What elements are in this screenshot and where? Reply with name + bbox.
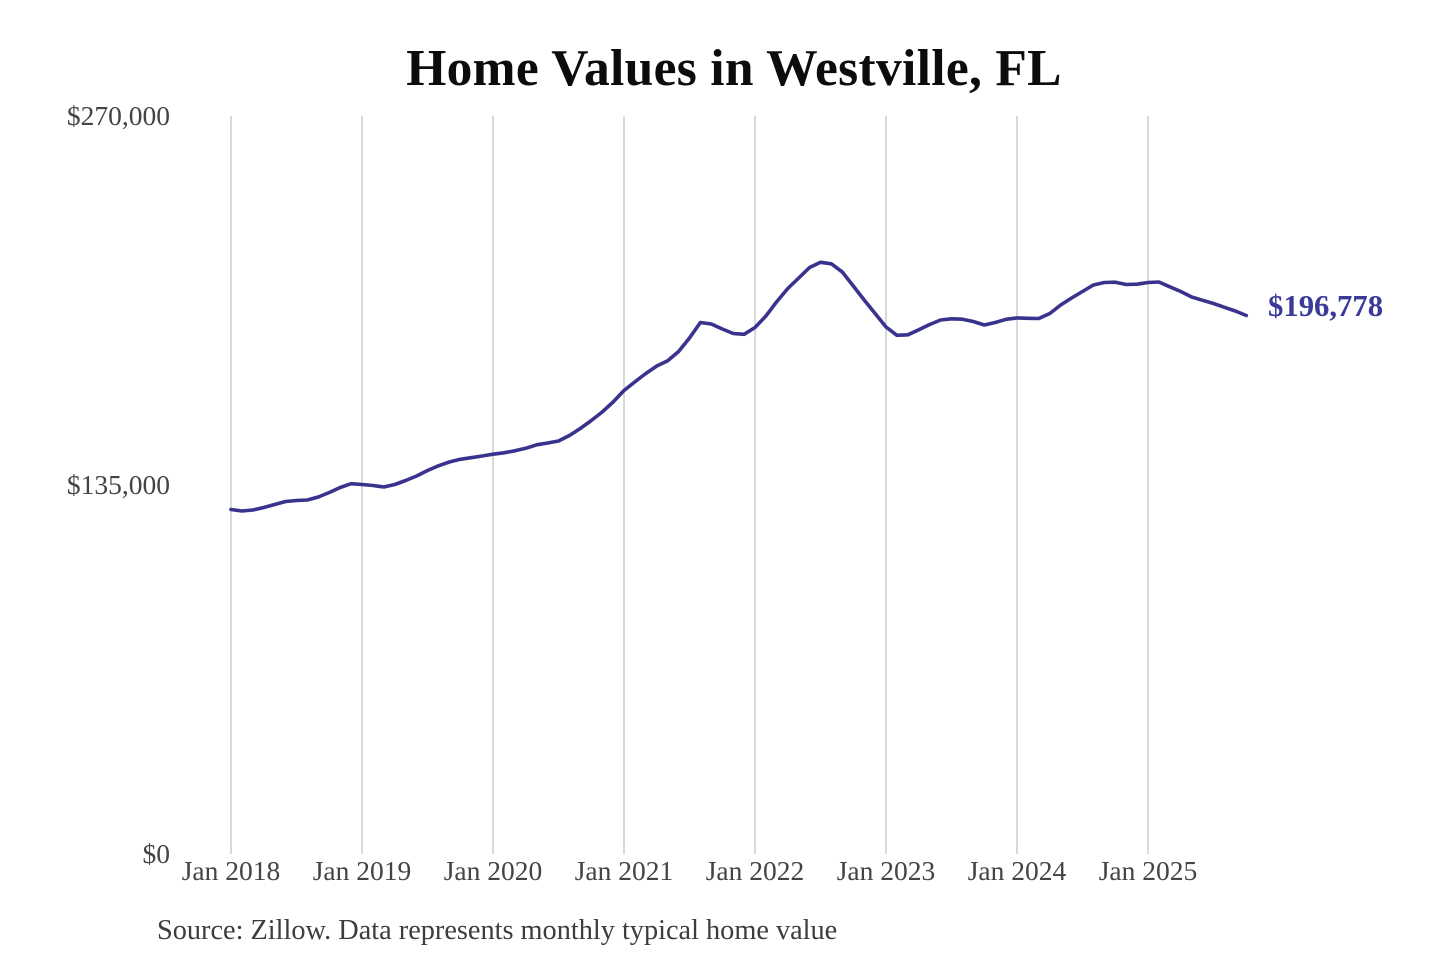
svg-text:$270,000: $270,000 xyxy=(67,100,170,131)
svg-text:Jan 2025: Jan 2025 xyxy=(1099,855,1198,886)
svg-text:Jan 2021: Jan 2021 xyxy=(575,855,674,886)
svg-text:Jan 2024: Jan 2024 xyxy=(968,855,1067,886)
svg-text:Source: Zillow. Data represent: Source: Zillow. Data represents monthly … xyxy=(157,915,837,946)
svg-text:$135,000: $135,000 xyxy=(67,469,170,500)
svg-text:$0: $0 xyxy=(143,838,171,869)
svg-text:Jan 2023: Jan 2023 xyxy=(837,855,936,886)
svg-text:Home Values in Westville, FL: Home Values in Westville, FL xyxy=(406,40,1062,97)
svg-text:Jan 2019: Jan 2019 xyxy=(313,855,412,886)
svg-text:Jan 2020: Jan 2020 xyxy=(444,855,543,886)
svg-text:Jan 2022: Jan 2022 xyxy=(706,855,805,886)
svg-text:Jan 2018: Jan 2018 xyxy=(182,855,281,886)
svg-text:$196,778: $196,778 xyxy=(1268,289,1383,323)
